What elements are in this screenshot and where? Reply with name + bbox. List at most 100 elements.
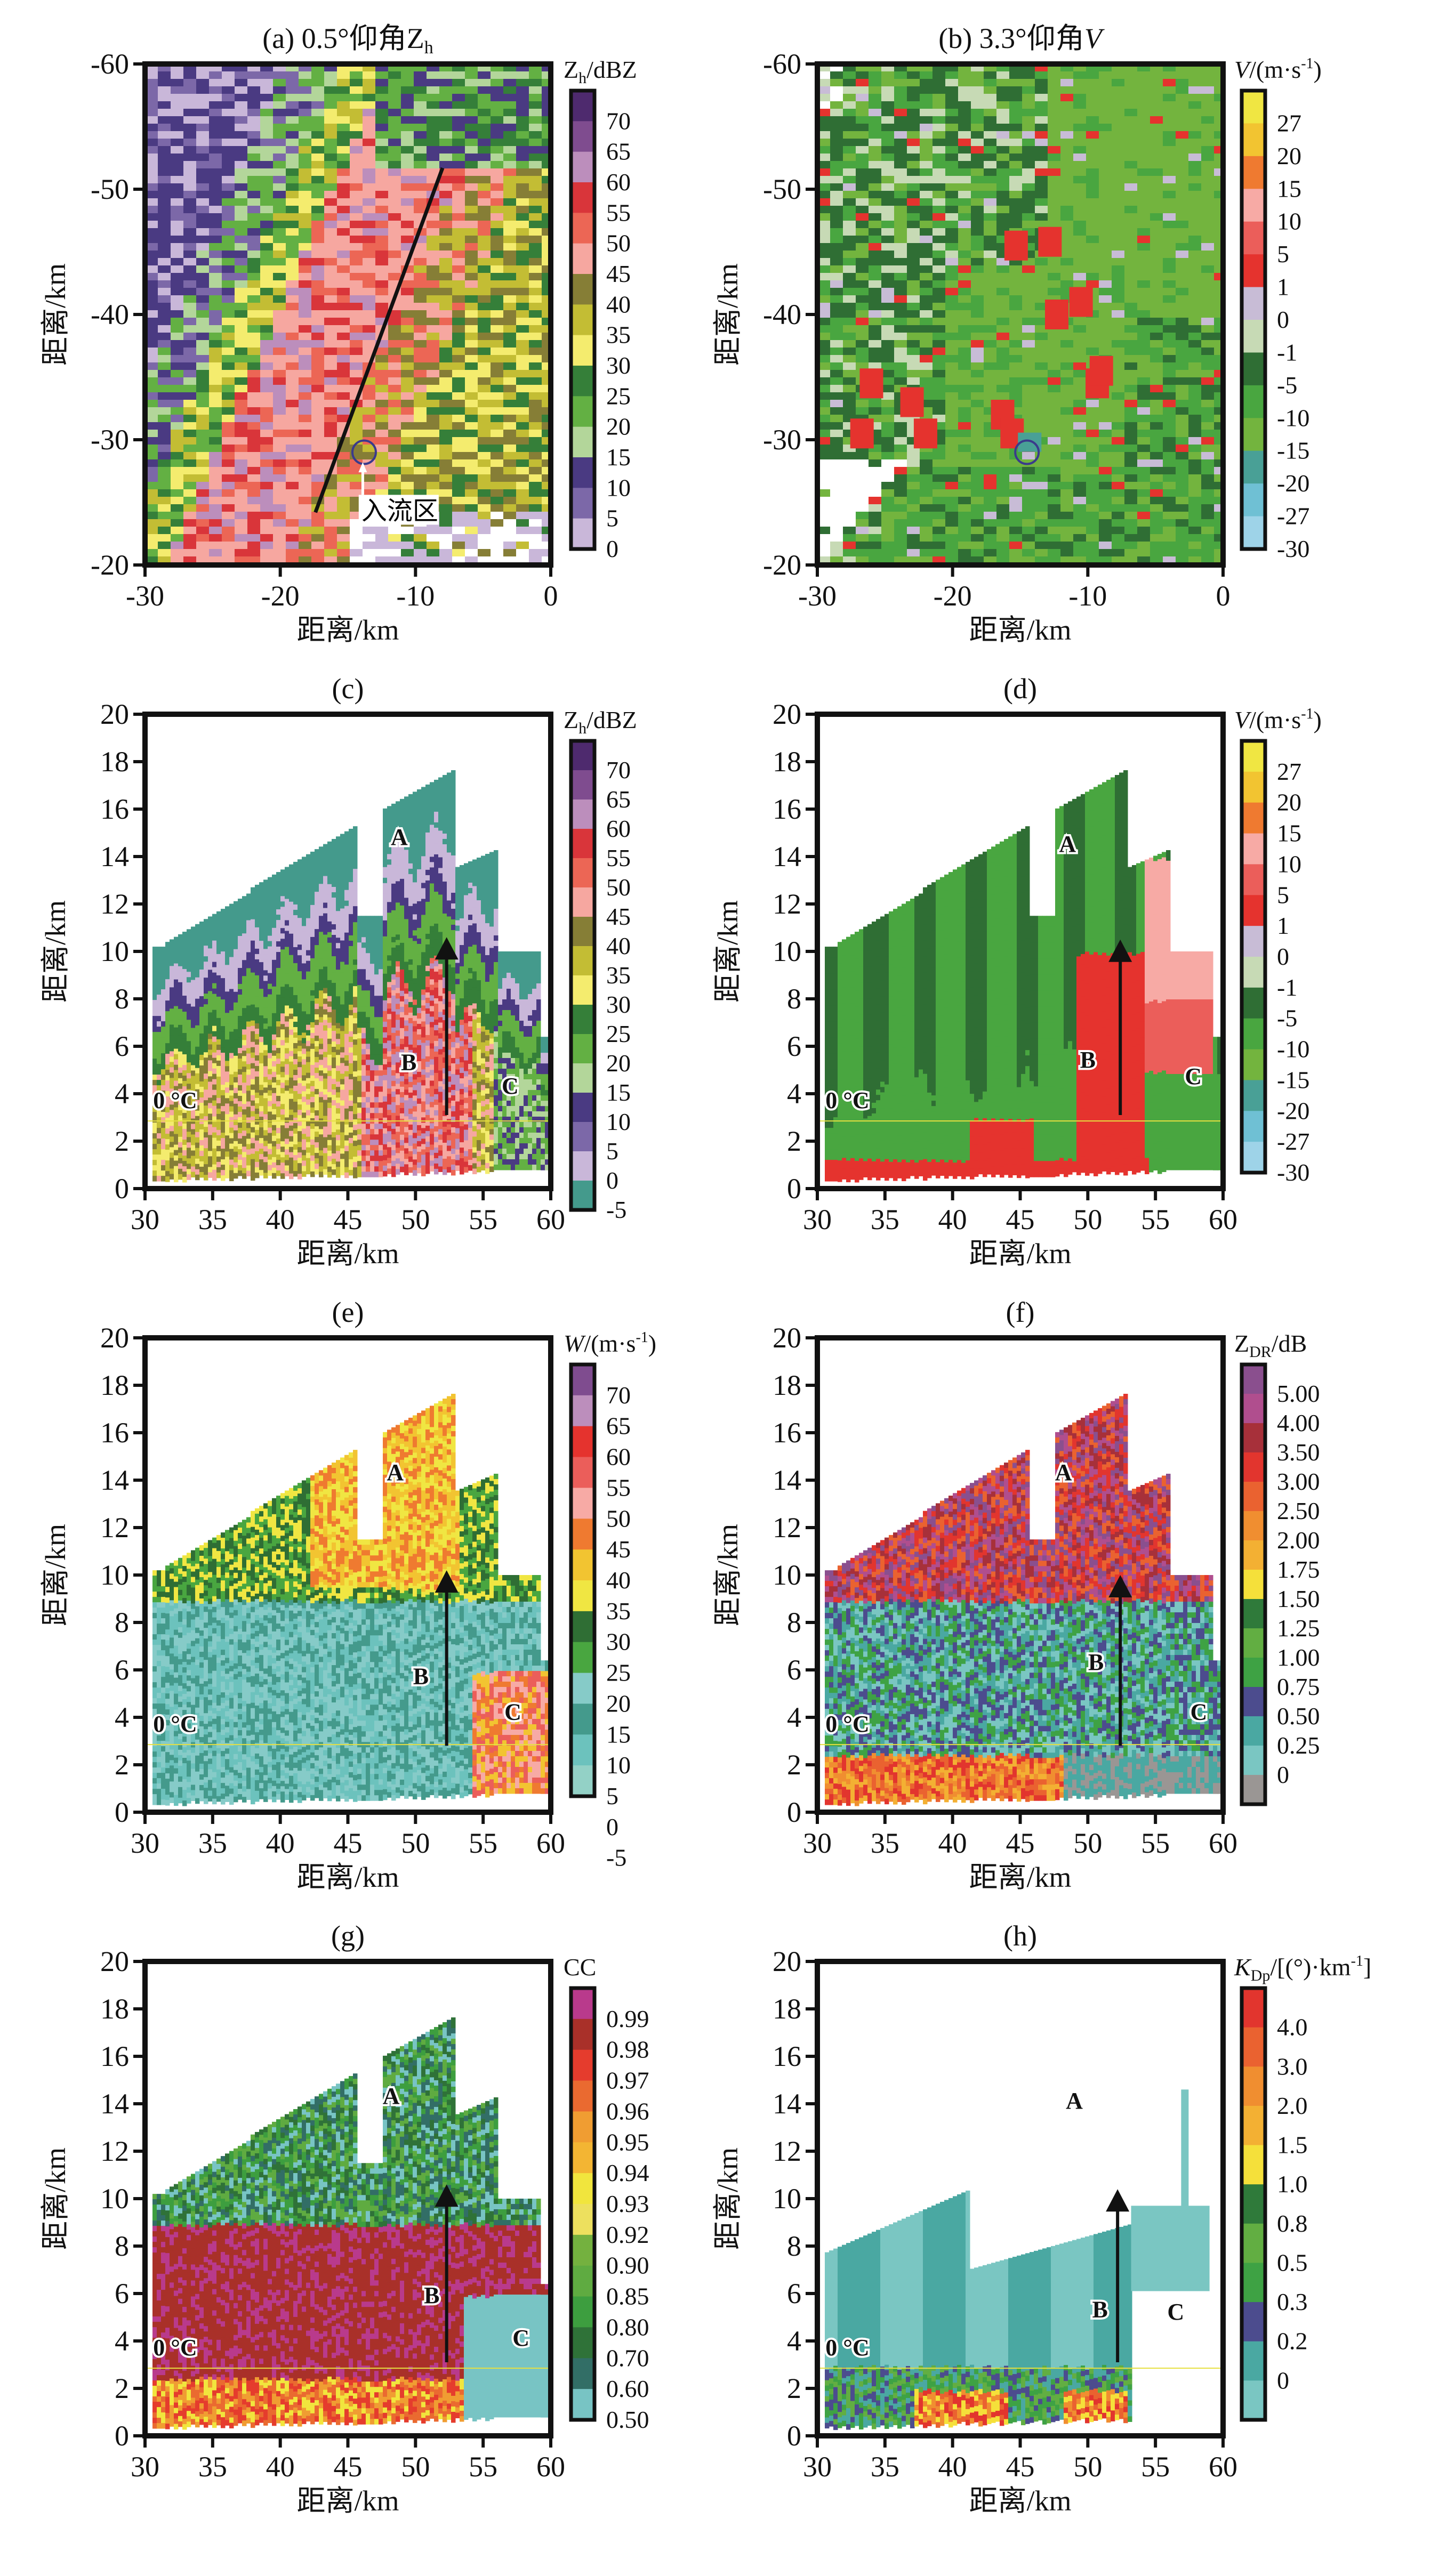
data-cell [158, 236, 171, 243]
data-cell [1112, 333, 1124, 340]
data-cell [1022, 139, 1035, 146]
data-cell [1124, 318, 1137, 325]
data-cell [1060, 549, 1073, 556]
data-cell [452, 265, 465, 273]
data-cell [165, 1155, 170, 1161]
data-cell [222, 459, 235, 467]
data-cell [869, 139, 881, 146]
data-cell [199, 1044, 204, 1050]
data-cell [830, 430, 843, 437]
data-cell [932, 333, 945, 340]
data-cell [311, 94, 324, 101]
data-cell [286, 400, 299, 407]
inflow-circle [351, 439, 377, 465]
data-cell [165, 958, 170, 964]
data-cell [286, 280, 299, 288]
data-cell [286, 497, 299, 504]
data-cell [817, 340, 830, 348]
data-cell [187, 1132, 191, 1137]
data-cell [503, 124, 516, 131]
data-cell [932, 556, 945, 564]
data-cell [182, 1001, 187, 1007]
data-cell [478, 325, 491, 333]
data-cell [1150, 549, 1163, 556]
data-cell [170, 987, 174, 993]
data-cell [299, 348, 311, 355]
data-cell [516, 94, 529, 101]
data-cell [235, 504, 247, 512]
data-cell [199, 1092, 204, 1098]
data-cell [996, 489, 1009, 497]
data-cell [157, 947, 162, 952]
data-cell [204, 1111, 208, 1117]
data-cell [1201, 549, 1214, 556]
data-cell [247, 228, 260, 236]
data-cell [1137, 527, 1150, 534]
data-cell [324, 273, 337, 280]
data-cell [894, 556, 907, 564]
data-cell [869, 243, 881, 251]
data-cell [1137, 273, 1150, 280]
data-cell [1188, 131, 1201, 139]
data-cell [260, 124, 273, 131]
data-cell [491, 131, 503, 139]
data-cell [516, 377, 529, 385]
data-cell [1150, 161, 1163, 168]
data-cell [894, 288, 907, 295]
data-cell [1048, 258, 1060, 265]
data-cell [209, 213, 222, 221]
data-cell [152, 1165, 157, 1171]
data-cell [894, 519, 907, 527]
data-cell [209, 94, 222, 101]
data-cell [388, 422, 401, 430]
data-cell [491, 101, 503, 109]
data-cell [984, 154, 996, 161]
data-cell [1009, 154, 1022, 161]
data-cell [958, 183, 971, 191]
data-cell [1099, 489, 1112, 497]
data-cell [984, 489, 996, 497]
data-cell [363, 109, 375, 116]
data-cell [439, 415, 452, 422]
data-cell [1048, 385, 1060, 392]
data-cell [171, 198, 183, 206]
data-cell [171, 407, 183, 415]
data-cell [222, 303, 235, 310]
data-cell [491, 191, 503, 198]
data-cell [1009, 340, 1022, 348]
data-cell [337, 549, 350, 556]
data-cell [235, 348, 247, 355]
data-cell [984, 86, 996, 94]
data-cell [222, 497, 235, 504]
data-cell [286, 198, 299, 206]
data-cell [273, 504, 286, 512]
data-cell [247, 183, 260, 191]
data-cell [195, 1052, 200, 1058]
data-cell [145, 504, 158, 512]
data-cell [478, 101, 491, 109]
data-cell [375, 221, 388, 228]
data-cell [1124, 392, 1137, 400]
data-cell [1048, 407, 1060, 415]
data-cell [311, 146, 324, 154]
data-cell [286, 407, 299, 415]
data-cell [1112, 243, 1124, 251]
data-cell [222, 288, 235, 295]
data-cell [324, 325, 337, 333]
data-cell [1086, 243, 1099, 251]
data-cell [1163, 109, 1176, 116]
data-cell [503, 549, 516, 556]
data-cell [920, 168, 932, 176]
data-cell [971, 474, 984, 482]
data-cell [196, 109, 209, 116]
data-cell [299, 422, 311, 430]
data-cell [204, 1148, 208, 1154]
data-cell [491, 362, 503, 370]
data-cell [165, 947, 170, 953]
data-cell [222, 236, 235, 243]
data-cell [337, 191, 350, 198]
data-cell [1188, 221, 1201, 228]
data-cell [932, 474, 945, 482]
data-cell [145, 445, 158, 452]
data-cell [465, 333, 478, 340]
